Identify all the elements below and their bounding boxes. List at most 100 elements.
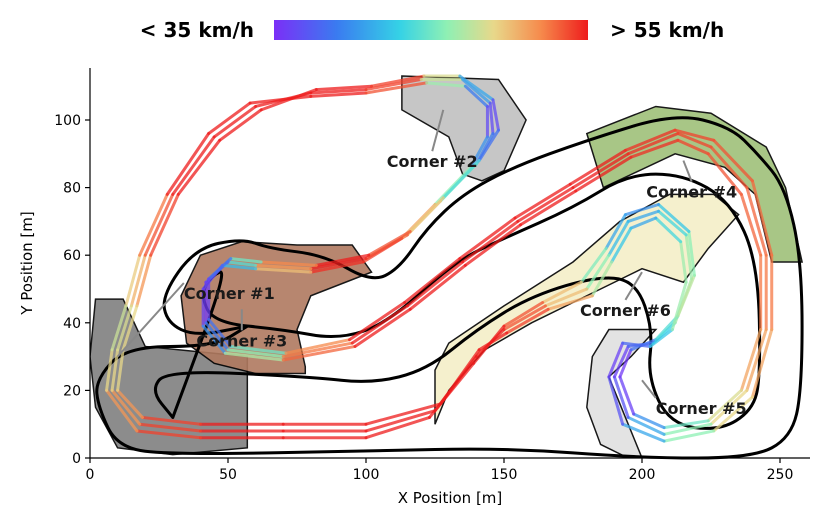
- trajectory-segment: [116, 388, 144, 419]
- x-axis-label: X Position [m]: [398, 489, 503, 507]
- x-ticks: 0 50 100 150 200 250: [86, 458, 793, 483]
- trajectory-segment: [502, 304, 547, 332]
- trajectory-segment: [364, 81, 429, 95]
- trajectory-segment: [706, 152, 743, 196]
- trajectory-segment: [364, 415, 431, 440]
- trajectory-segment: [259, 88, 318, 112]
- trajectory-segment: [461, 219, 520, 264]
- trajectory-segment: [116, 304, 133, 352]
- trajectory-segment: [309, 91, 368, 98]
- trajectory-segment: [259, 260, 318, 267]
- trajectory-segment: [314, 84, 374, 92]
- corner-leader-line: [682, 160, 693, 182]
- trajectory-segment: [439, 348, 481, 406]
- trajectory-3: [116, 74, 774, 443]
- trajectory-segment: [135, 253, 153, 308]
- trajectory-segment: [110, 348, 120, 392]
- trajectory-segment: [670, 280, 688, 332]
- trajectory-segment: [204, 321, 230, 352]
- trajectory-segment: [590, 260, 614, 298]
- corner-leader-line: [116, 282, 185, 358]
- trajectory-segment: [140, 415, 202, 426]
- track-inner-wall: [154, 172, 762, 430]
- trajectories: [105, 74, 774, 443]
- trajectory-segment: [405, 260, 465, 308]
- trajectory-segment: [574, 155, 633, 193]
- trajectory-segment: [607, 341, 625, 379]
- trajectory-segment: [229, 344, 288, 355]
- trajectory-segment: [629, 216, 658, 230]
- trajectory-segment: [676, 138, 710, 156]
- trajectory-segment: [350, 304, 409, 345]
- corner-label: Corner #1: [184, 284, 275, 303]
- trajectory-segment: [585, 253, 611, 291]
- trajectory-segment: [220, 263, 258, 271]
- trajectory-segment: [607, 219, 630, 257]
- trajectory-segment: [171, 135, 216, 196]
- trajectory-segment: [138, 422, 202, 433]
- colorbar-high-label: > 55 km/h: [610, 18, 724, 42]
- trajectory-segment: [684, 233, 694, 281]
- trajectory-segment: [610, 226, 633, 264]
- trajectory-segment: [502, 301, 545, 328]
- x-tick-label: 0: [86, 467, 95, 483]
- trajectory-segment: [110, 388, 142, 426]
- y-tick-label: 0: [72, 451, 81, 467]
- trajectory-segment: [657, 209, 688, 237]
- trajectory-segment: [281, 341, 354, 359]
- x-tick-label: 150: [491, 467, 518, 483]
- x-tick-label: 200: [629, 467, 656, 483]
- trajectory-segment: [709, 145, 749, 190]
- trajectory-segment: [477, 331, 509, 352]
- trajectory-segment: [513, 182, 572, 220]
- corner-leader-line: [624, 271, 643, 301]
- trajectory-segment: [623, 128, 677, 152]
- trajectory-segment: [750, 328, 774, 399]
- trajectory-segment: [679, 240, 688, 284]
- trajectory-segment: [463, 223, 523, 267]
- corner-region-corner2: [401, 75, 527, 182]
- trajectory-segment: [618, 348, 633, 379]
- trajectory-segment: [403, 257, 462, 305]
- trajectory-segment: [621, 341, 652, 348]
- trajectory-segment: [632, 412, 666, 430]
- trajectory-segment: [207, 101, 252, 136]
- trajectory-segment: [248, 94, 313, 105]
- trajectory-segment: [626, 132, 680, 156]
- trajectory-segment: [604, 213, 627, 250]
- trajectory-segment: [116, 348, 125, 392]
- trajectory-segment: [687, 230, 696, 277]
- trajectory-segment: [135, 429, 202, 440]
- trajectory-segment: [129, 253, 147, 308]
- corner-leader-line: [431, 109, 445, 152]
- trajectory-segment: [621, 422, 666, 443]
- y-tick-label: 80: [63, 181, 81, 197]
- trajectory-segment: [143, 192, 175, 257]
- trajectory-segment: [488, 101, 495, 136]
- trajectory-segment: [223, 351, 285, 362]
- trajectory-segment: [309, 260, 365, 274]
- trajectory-segment: [623, 203, 661, 217]
- trajectory-segment: [607, 375, 625, 426]
- corner-leader-line: [641, 379, 657, 399]
- trajectory-segment: [408, 263, 467, 311]
- axes: 0 50 100 150 200 250 0 20 40 60 80 100 X Position …: [18, 68, 810, 507]
- y-tick-label: 60: [63, 248, 81, 264]
- x-tick-label: 100: [353, 467, 380, 483]
- trajectory-segment: [105, 388, 139, 433]
- trajectory-segment: [612, 344, 630, 379]
- trajectory-segment: [425, 81, 467, 88]
- trajectory-segment: [739, 192, 763, 257]
- trajectory-segment: [284, 338, 351, 355]
- trajectory-segment: [662, 422, 713, 436]
- trajectory-segment: [105, 348, 114, 392]
- trajectory-segment: [207, 317, 233, 348]
- trajectory-segment: [212, 104, 258, 139]
- trajectory-segment: [712, 138, 754, 183]
- trajectory-segment: [370, 74, 426, 88]
- trajectory-segment: [673, 128, 716, 142]
- trajectory-segment: [750, 179, 774, 257]
- trajectory-segment: [706, 388, 743, 423]
- trajectory-segment: [662, 419, 710, 430]
